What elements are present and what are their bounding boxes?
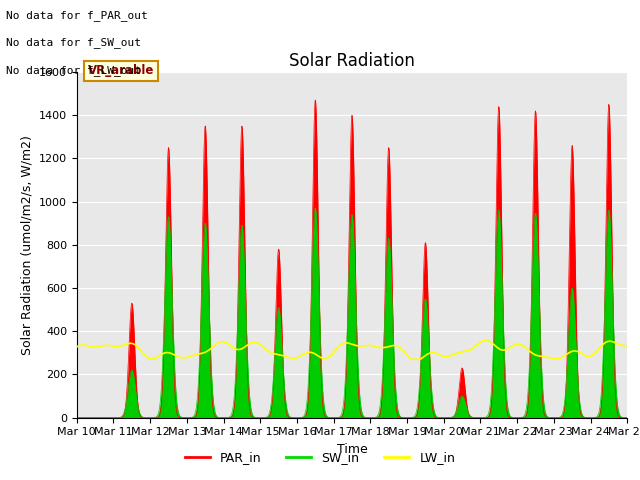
Y-axis label: Solar Radiation (umol/m2/s, W/m2): Solar Radiation (umol/m2/s, W/m2) — [20, 135, 33, 355]
Text: No data for f_PAR_out: No data for f_PAR_out — [6, 10, 148, 21]
Text: No data for f_SW_out: No data for f_SW_out — [6, 37, 141, 48]
Text: No data for f_LW_out: No data for f_LW_out — [6, 65, 141, 76]
Text: VR_arable: VR_arable — [88, 64, 154, 77]
Legend: PAR_in, SW_in, LW_in: PAR_in, SW_in, LW_in — [180, 446, 460, 469]
Title: Solar Radiation: Solar Radiation — [289, 52, 415, 71]
X-axis label: Time: Time — [337, 443, 367, 456]
